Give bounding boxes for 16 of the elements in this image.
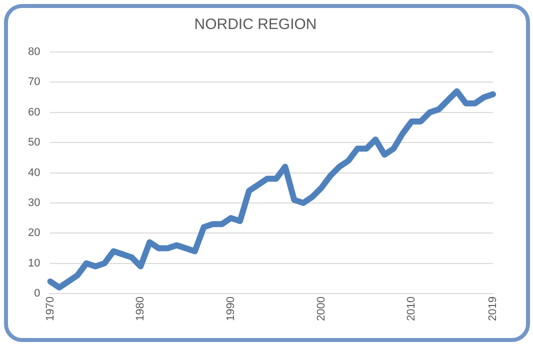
- y-tick-label: 50: [28, 136, 40, 149]
- y-tick-label: 70: [28, 76, 40, 88]
- y-tick-label: 0: [34, 288, 40, 300]
- x-tick-label: 1980: [134, 296, 147, 322]
- y-tick-label: 60: [28, 106, 40, 118]
- chart-title: NORDIC REGION: [194, 16, 317, 34]
- y-tick-label: 80: [28, 46, 40, 58]
- y-tick-label: 10: [28, 257, 40, 270]
- y-tick-label: 20: [28, 227, 40, 240]
- x-tick-label: 1970: [44, 296, 56, 322]
- y-tick-label: 30: [28, 196, 40, 209]
- x-tick-label: 2010: [406, 296, 418, 322]
- x-tick-label: 1990: [224, 296, 237, 322]
- x-tick-label: 2000: [315, 296, 328, 322]
- x-tick-label: 2019: [487, 296, 500, 322]
- y-tick-label: 40: [28, 166, 40, 179]
